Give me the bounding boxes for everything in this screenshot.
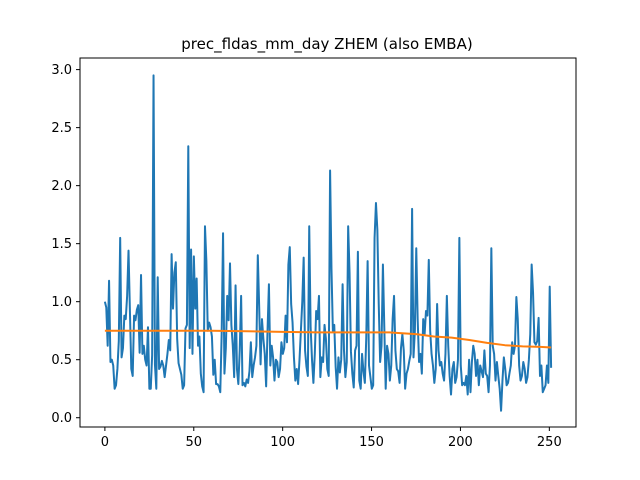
y-tick-label: 2.5 [51,121,72,136]
plot-area-frame [79,57,577,428]
x-tick-label: 150 [359,435,384,450]
y-tick-label: 0.5 [51,353,72,368]
series-line-0 [103,74,553,412]
y-tick-label: 0.0 [51,411,72,426]
x-tick-label: 200 [448,435,473,450]
chart-title: prec_fldas_mm_day ZHEM (also EMBA) [181,35,472,54]
x-tick-label: 250 [537,435,562,450]
y-tick-label: 1.5 [51,237,72,252]
y-tick-label: 2.0 [51,179,72,194]
x-tick-label: 0 [101,435,109,450]
series-line-1 [104,329,552,349]
y-tick-label: 3.0 [51,63,72,78]
y-tick-label: 1.0 [51,295,72,310]
x-tick-label: 50 [186,435,203,450]
x-tick-label: 100 [270,435,295,450]
